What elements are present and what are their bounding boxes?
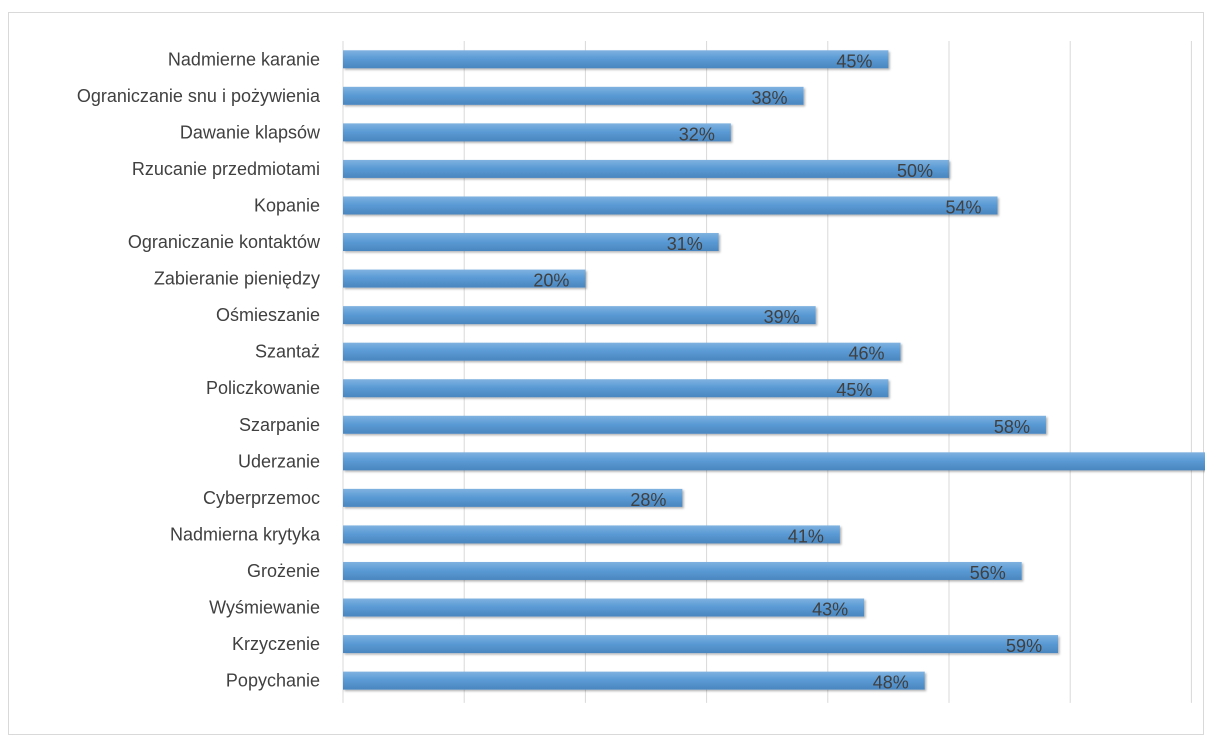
data-label: 39% xyxy=(764,307,800,327)
category-label: Zabieranie pieniędzy xyxy=(154,269,320,289)
data-label: 20% xyxy=(533,271,569,291)
category-label: Ograniczanie snu i pożywienia xyxy=(77,86,321,106)
bar xyxy=(343,306,816,325)
bar xyxy=(343,123,731,142)
category-label: Wyśmiewanie xyxy=(209,598,320,618)
bar xyxy=(343,86,804,105)
category-label: Rzucanie przedmiotami xyxy=(132,159,320,179)
bar xyxy=(343,269,586,288)
data-label: 31% xyxy=(667,234,703,254)
bar xyxy=(343,50,889,69)
bar xyxy=(343,159,949,178)
bar xyxy=(343,561,1022,580)
category-label: Nadmierna krytyka xyxy=(170,524,321,544)
data-label: 41% xyxy=(788,526,824,546)
category-label: Szarpanie xyxy=(239,415,320,435)
bar xyxy=(343,488,683,507)
category-label: Cyberprzemoc xyxy=(203,488,320,508)
category-label: Grożenie xyxy=(247,561,320,581)
bar xyxy=(343,233,719,252)
bar xyxy=(343,598,865,617)
data-label: 32% xyxy=(679,124,715,144)
category-label: Nadmierne karanie xyxy=(168,49,320,69)
bar xyxy=(343,196,998,215)
category-label: Policzkowanie xyxy=(206,378,320,398)
data-label: 45% xyxy=(836,51,872,71)
data-label: 38% xyxy=(752,88,788,108)
bar xyxy=(343,525,840,544)
data-label: 45% xyxy=(836,380,872,400)
bar xyxy=(343,379,889,398)
bar xyxy=(343,342,901,361)
data-label: 48% xyxy=(873,673,909,693)
data-labels: 45%38%32%50%54%31%20%39%46%45%58%76%28%4… xyxy=(533,51,1042,693)
data-label: 46% xyxy=(848,344,884,364)
data-label: 54% xyxy=(945,197,981,217)
data-label: 56% xyxy=(970,563,1006,583)
category-label: Uderzanie xyxy=(238,451,320,471)
bar xyxy=(343,415,1046,434)
category-label: Ograniczanie kontaktów xyxy=(128,232,321,252)
data-label: 43% xyxy=(812,600,848,620)
data-label: 50% xyxy=(897,161,933,181)
category-label: Popychanie xyxy=(226,671,320,691)
data-label: 59% xyxy=(1006,636,1042,656)
category-label: Ośmieszanie xyxy=(216,305,320,325)
horizontal-bar-chart: Nadmierne karanie Ograniczanie snu i poży… xyxy=(77,41,1205,703)
bar xyxy=(343,452,1205,471)
bar xyxy=(343,635,1059,654)
bars xyxy=(343,50,1205,690)
category-label: Dawanie klapsów xyxy=(180,122,321,142)
data-label: 28% xyxy=(630,490,666,510)
category-label: Krzyczenie xyxy=(232,634,320,654)
category-label: Szantaż xyxy=(255,342,320,362)
chart-frame: Nadmierne karanie Ograniczanie snu i poży… xyxy=(8,12,1205,735)
bar xyxy=(343,671,925,690)
category-labels: Nadmierne karanie Ograniczanie snu i poży… xyxy=(77,49,321,690)
data-label: 58% xyxy=(994,417,1030,437)
category-label: Kopanie xyxy=(254,195,320,215)
gridlines xyxy=(342,41,1192,703)
